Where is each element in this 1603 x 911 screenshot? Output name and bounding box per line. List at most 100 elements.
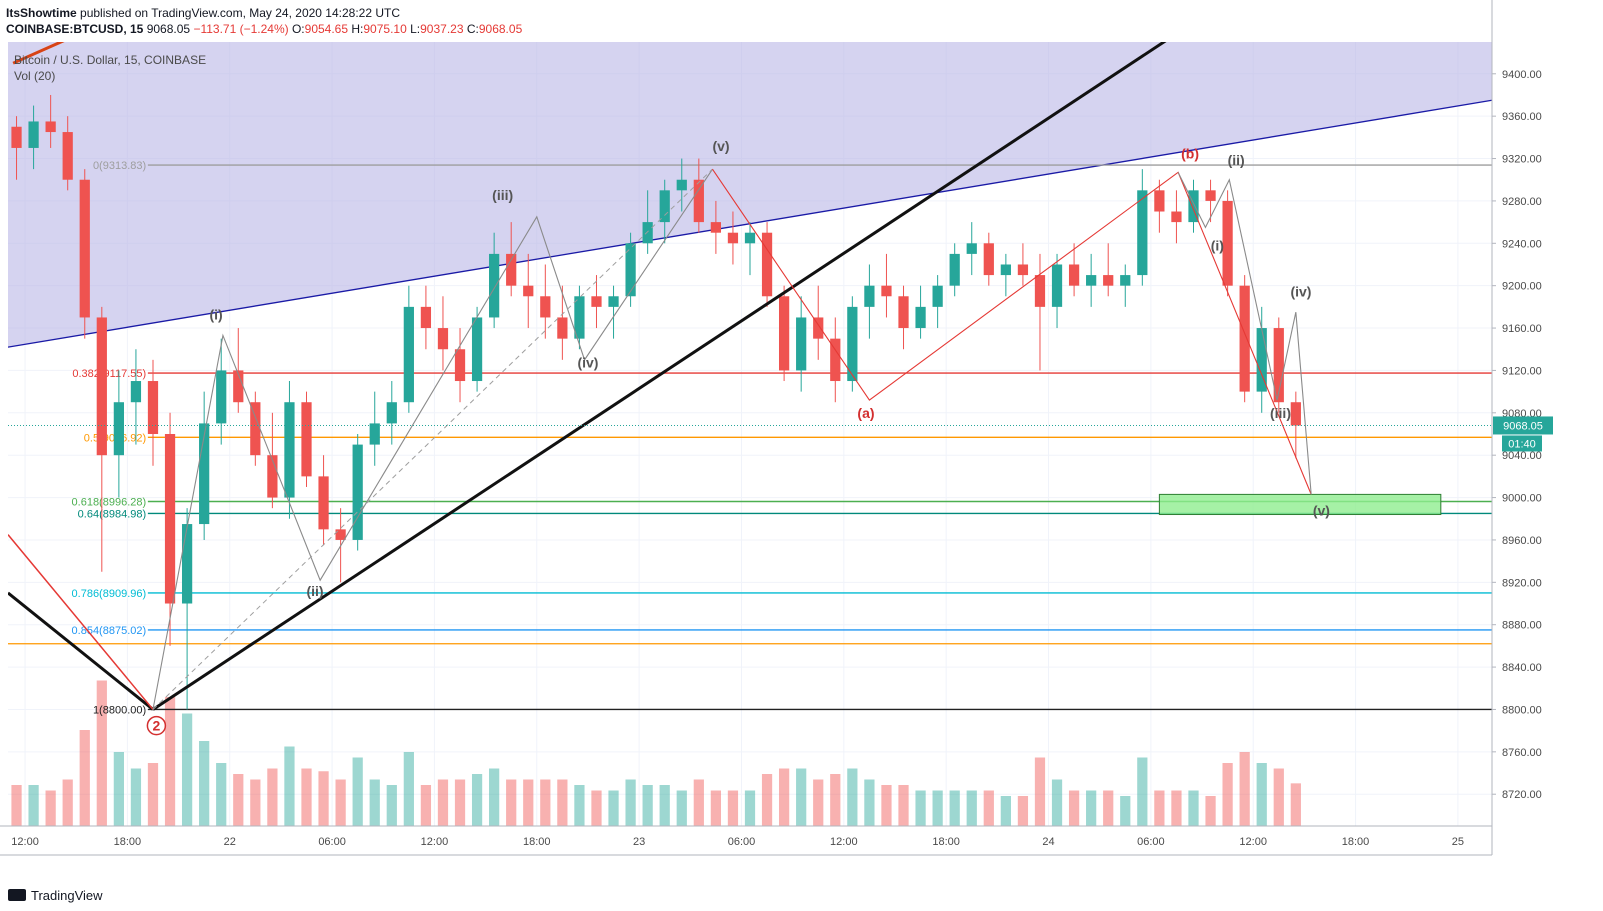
candle-body-59 [1017, 264, 1029, 276]
publish-header: ItsShowtime published on TradingView.com… [6, 6, 400, 20]
volume-bar-53 [915, 790, 926, 826]
volume-bar-9 [164, 697, 176, 826]
volume-bar-29 [506, 779, 517, 826]
candle-body-25 [437, 328, 449, 350]
resistance-zone-fill [8, 42, 1492, 348]
candle-body-67 [1154, 190, 1165, 212]
volume-bar-13 [233, 774, 244, 826]
candle-body-13 [233, 370, 244, 403]
y-tick-label-16: 8760.00 [1502, 747, 1542, 759]
volume-bar-65 [1120, 796, 1131, 826]
published-text: published on TradingView.com, May 24, 20… [80, 6, 401, 20]
volume-bar-61 [1051, 779, 1063, 826]
volume-bar-64 [1103, 790, 1114, 826]
candle-body-58 [1000, 264, 1011, 276]
fib-label-0: 0(9313.83) [93, 160, 146, 172]
candle-body-57 [983, 243, 994, 276]
candle-body-26 [454, 349, 466, 382]
volume-bar-6 [113, 752, 124, 826]
candle-body-23 [403, 306, 414, 403]
volume-bar-10 [181, 713, 193, 826]
volume-bar-12 [216, 763, 227, 826]
candle-body-35 [608, 296, 619, 307]
y-tick-label-2: 9320.00 [1502, 154, 1542, 166]
candle-body-6 [113, 402, 124, 456]
volume-bar-31 [540, 779, 551, 826]
y-tick-label-5: 9200.00 [1502, 281, 1542, 293]
volume-bar-26 [454, 779, 466, 826]
volume-bar-5 [96, 680, 107, 826]
volume-bar-44 [761, 774, 773, 826]
candle-body-29 [506, 253, 517, 286]
volume-bar-0 [11, 785, 22, 826]
wave-label-4: (v) [712, 138, 729, 154]
volume-bar-18 [318, 771, 329, 826]
wave-label-3: (iv) [577, 354, 598, 370]
volume-bar-62 [1068, 790, 1080, 826]
volume-bar-32 [557, 779, 568, 826]
y-tick-label-11: 8960.00 [1502, 535, 1542, 547]
volume-bar-20 [352, 757, 363, 826]
wave-label-11: (v) [1313, 503, 1330, 519]
candle-body-48 [830, 338, 841, 382]
x-tick-label-14: 25 [1452, 836, 1464, 848]
sub-wave [1177, 172, 1312, 495]
candle-body-54 [932, 285, 943, 307]
y-tick-label-6: 9160.00 [1502, 323, 1542, 335]
x-tick-label-7: 06:00 [728, 836, 756, 848]
volume-bar-45 [778, 768, 790, 826]
candle-body-70 [1205, 190, 1216, 201]
candle-body-69 [1188, 190, 1199, 223]
candle-body-37 [642, 222, 653, 244]
candle-body-38 [659, 190, 670, 223]
wave-label-1: (ii) [306, 583, 323, 599]
candle-body-75 [1290, 402, 1301, 426]
volume-bar-30 [523, 779, 534, 826]
high-value: 9075.10 [363, 22, 407, 36]
candle-body-5 [96, 317, 107, 456]
candle-body-43 [744, 232, 756, 244]
y-tick-label-4: 9240.00 [1502, 238, 1542, 250]
candles [11, 94, 1301, 710]
x-tick-label-5: 18:00 [523, 836, 551, 848]
wave-label-5: (a) [857, 405, 874, 421]
volume-bar-14 [250, 779, 261, 826]
volume-bar-7 [130, 768, 142, 826]
volume-bar-43 [744, 790, 756, 826]
candle-body-20 [352, 444, 363, 540]
last-price-label: 9068.05 [1503, 420, 1543, 432]
candle-body-0 [11, 126, 22, 148]
volume-bar-37 [642, 785, 653, 826]
channel-dashed [152, 168, 713, 710]
candle-body-62 [1068, 264, 1080, 286]
wave-label-10: (iii) [1270, 405, 1291, 421]
candle-body-55 [949, 253, 960, 286]
last-price: 9068.05 [146, 22, 191, 36]
low-value: 9037.23 [420, 22, 464, 36]
volume-legend: Vol (20) [14, 69, 56, 83]
candle-body-16 [284, 402, 295, 498]
candle-body-46 [796, 317, 807, 371]
candle-body-40 [693, 179, 704, 223]
axes: 9400.00 9360.00 9320.00 9280.00 9240.00 9200.… [0, 0, 1553, 856]
volume-bar-35 [608, 790, 619, 826]
candle-body-71 [1222, 200, 1233, 286]
volume-bar-51 [881, 785, 892, 826]
volume-bar-3 [62, 779, 73, 826]
candle-body-34 [591, 296, 602, 307]
y-tick-label-3: 9280.00 [1502, 196, 1542, 208]
x-tick-label-1: 18:00 [114, 836, 142, 848]
countdown-label: 01:40 [1508, 438, 1536, 450]
volume-bar-72 [1239, 752, 1250, 826]
candle-body-66 [1137, 190, 1148, 276]
volume-bar-47 [813, 779, 824, 826]
fib-label-0.382: 0.382(9117.55) [72, 368, 146, 380]
candle-body-21 [369, 423, 380, 445]
volume-bar-41 [710, 790, 722, 826]
candle-body-30 [523, 285, 534, 297]
publisher-name: ItsShowtime [6, 6, 77, 20]
candle-body-19 [335, 529, 346, 540]
wave-label-6: (b) [1181, 146, 1199, 162]
volume-bar-63 [1086, 790, 1097, 826]
